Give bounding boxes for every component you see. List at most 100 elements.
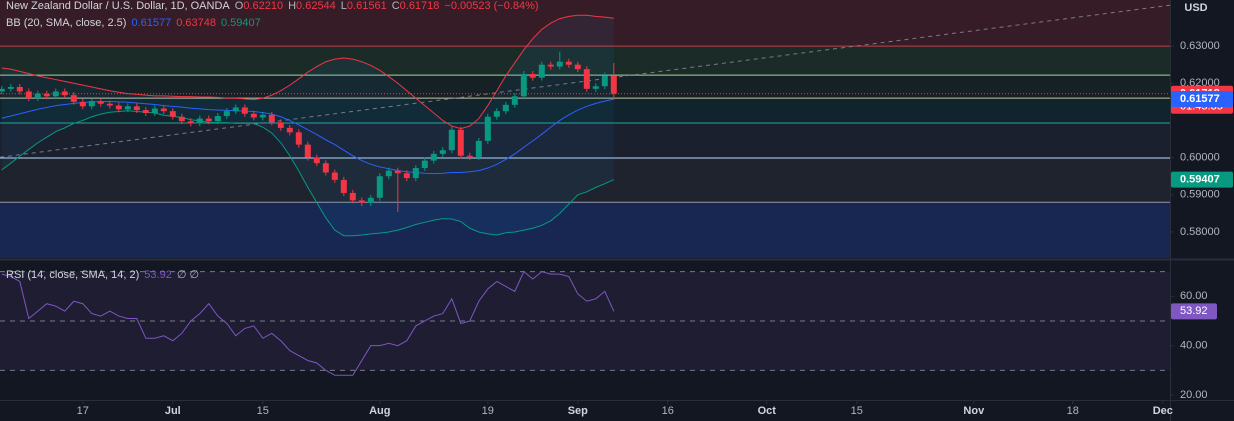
change: −0.00523 (−0.84%): [444, 0, 539, 12]
price-badge: [1171, 90, 1233, 107]
candle-body: [448, 129, 455, 151]
zone: [0, 157, 1170, 203]
zone: [0, 202, 1170, 258]
rsi-title: RSI (14, close, SMA, 14, 2): [6, 268, 140, 281]
x-tick-label: Nov: [963, 405, 985, 417]
candle-body: [475, 140, 482, 157]
candle-body: [178, 116, 185, 122]
candle-body: [16, 86, 23, 92]
candle-body: [565, 61, 572, 65]
candle-body: [574, 64, 581, 70]
rsi-badge: [1171, 303, 1217, 320]
candle-body: [250, 113, 257, 118]
ohlc-key: H: [288, 0, 297, 12]
candle-body: [7, 86, 14, 89]
candle-body: [583, 69, 590, 89]
candle-body: [268, 114, 275, 123]
candle-body: [385, 170, 392, 177]
symbol-legend: New Zealand Dollar / U.S. Dollar, 1D, OA…: [6, 0, 539, 12]
candle-body: [241, 107, 248, 114]
candle-body: [529, 73, 536, 78]
ohlc-value: 0.62210: [243, 0, 284, 12]
candle-body: [295, 132, 302, 145]
price-badge-label: 0.59407: [1180, 174, 1220, 186]
candle-body: [520, 73, 527, 97]
candle-body: [331, 172, 338, 180]
x-tick-label: 17: [77, 405, 89, 417]
ohlc-key: O: [234, 0, 244, 12]
candle-body: [556, 61, 563, 67]
candle-body: [466, 155, 473, 157]
y-tick-label: 60.00: [1180, 290, 1208, 302]
symbol-title: New Zealand Dollar / U.S. Dollar, 1D, OA…: [6, 0, 230, 12]
candle-body: [223, 111, 230, 116]
bb-value: 0.63748: [176, 17, 216, 29]
candle-body: [133, 106, 140, 111]
x-tick-label: 15: [851, 405, 863, 417]
rsi-badge-label: 53.92: [1180, 305, 1208, 317]
candle-body: [142, 110, 149, 114]
ohlc-key: C: [391, 0, 400, 12]
candle-body: [340, 179, 347, 193]
bb-value: 0.59407: [220, 17, 261, 29]
rsi-extra: ∅ ∅: [176, 269, 200, 281]
x-tick-label: 16: [662, 405, 674, 417]
candle-body: [601, 75, 608, 87]
candle-body: [439, 150, 446, 154]
candle-body: [214, 115, 221, 122]
candle-body: [538, 64, 545, 78]
candle-body: [196, 118, 203, 124]
x-tick-label: Oct: [758, 405, 777, 417]
y-tick-label: 0.60000: [1180, 152, 1220, 164]
candle-body: [160, 108, 167, 112]
candle-body: [502, 104, 509, 112]
bb-legend: BB (20, SMA, close, 2.5) 0.61577 0.63748 0…: [6, 17, 261, 29]
price-badge: [1171, 171, 1233, 188]
rsi-pane: [0, 270, 1170, 376]
candle-body: [151, 108, 158, 114]
candle-body: [43, 93, 50, 97]
candle-body: [457, 129, 464, 156]
main-pane: [0, 0, 1170, 258]
candle-body: [124, 106, 131, 110]
ohlc-item: H0.62544: [288, 0, 336, 12]
rsi-legend: RSI (14, close, SMA, 14, 2) 53.92 ∅ ∅: [6, 268, 200, 282]
x-tick-label: Jul: [165, 405, 181, 417]
candle-body: [367, 197, 374, 203]
ohlc-value: 0.61718: [399, 0, 440, 12]
x-tick-label: 18: [1067, 405, 1079, 417]
ohlc-item: O0.62210: [235, 0, 283, 12]
candle-body: [304, 144, 311, 158]
x-tick-label: Dec: [1153, 405, 1173, 417]
ohlc: O0.62210 H0.62544 L0.61561 C0.61718: [235, 0, 440, 12]
candle-body: [403, 173, 410, 179]
candle-body: [52, 91, 59, 97]
candle-body: [394, 170, 401, 174]
candle-body: [412, 168, 419, 179]
candle-body: [0, 88, 5, 92]
price-badge-label: 0.61577: [1180, 93, 1220, 105]
ohlc-item: L0.61561: [341, 0, 387, 12]
candle-body: [349, 192, 356, 201]
candle-body: [286, 127, 293, 133]
ohlc-key: L: [340, 0, 347, 12]
rsi-value: 53.92: [144, 268, 172, 281]
x-tick-label: Sep: [568, 405, 588, 417]
bb-value: 0.61577: [131, 17, 172, 29]
zone: [0, 123, 1170, 158]
candle-body: [232, 107, 239, 112]
ohlc-value: 0.62544: [296, 0, 336, 12]
candle-body: [430, 153, 437, 161]
candle-body: [88, 101, 95, 107]
candle-body: [169, 111, 176, 117]
candle-body: [205, 118, 212, 122]
y-tick-label: 0.59000: [1180, 189, 1220, 201]
candle-body: [358, 200, 365, 203]
y-tick-label: 0.58000: [1180, 226, 1220, 238]
x-tick-label: 19: [482, 405, 494, 417]
bb-title: BB (20, SMA, close, 2.5): [6, 17, 127, 29]
candle-body: [592, 86, 599, 89]
candle-body: [25, 91, 32, 99]
